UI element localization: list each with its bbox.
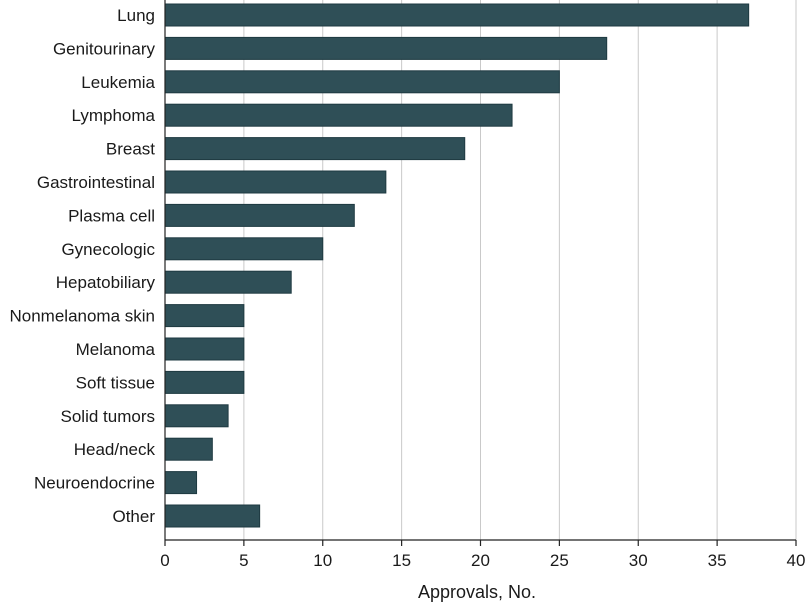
bar [164, 370, 245, 394]
category-label: Melanoma [76, 340, 156, 359]
x-tick-label: 35 [708, 551, 727, 570]
x-tick-label: 30 [629, 551, 648, 570]
category-label: Hepatobiliary [56, 273, 156, 292]
x-tick-label: 40 [787, 551, 806, 570]
category-label: Solid tumors [61, 407, 155, 426]
category-label: Plasma cell [68, 206, 155, 225]
bar [164, 304, 245, 328]
bar [164, 270, 292, 294]
bar [164, 203, 355, 227]
bar [164, 137, 466, 161]
bar [164, 404, 229, 428]
bar [164, 70, 560, 94]
category-labels: Lung Genitourinary Leukemia Lymphoma Breast G… [9, 6, 155, 526]
category-label: Nonmelanoma skin [9, 307, 155, 326]
x-axis: 0 5 10 15 20 25 30 35 40 [160, 0, 805, 570]
x-tick-label: 5 [239, 551, 248, 570]
category-label: Lymphoma [72, 106, 156, 125]
bar [164, 36, 608, 60]
bar [164, 504, 261, 528]
bar [164, 3, 750, 27]
category-label: Lung [117, 6, 155, 25]
category-label: Gynecologic [61, 240, 155, 259]
bar [164, 237, 324, 261]
bar [164, 437, 213, 461]
category-label: Soft tissue [76, 373, 155, 392]
bar [164, 103, 513, 127]
x-tick-label: 25 [550, 551, 569, 570]
category-label: Leukemia [81, 73, 155, 92]
x-tick-label: 10 [313, 551, 332, 570]
category-label: Head/neck [74, 440, 156, 459]
x-tick-label: 15 [392, 551, 411, 570]
bar [164, 471, 198, 495]
category-label: Gastrointestinal [37, 173, 155, 192]
x-tick-label: 20 [471, 551, 490, 570]
bar [164, 170, 387, 194]
category-label: Neuroendocrine [34, 474, 155, 493]
x-tick-label: 0 [160, 551, 169, 570]
bar [164, 337, 245, 361]
x-axis-title: Approvals, No. [418, 582, 536, 602]
category-label: Breast [106, 140, 155, 159]
category-label: Genitourinary [53, 39, 156, 58]
category-label: Other [112, 507, 155, 526]
bars [164, 3, 750, 528]
